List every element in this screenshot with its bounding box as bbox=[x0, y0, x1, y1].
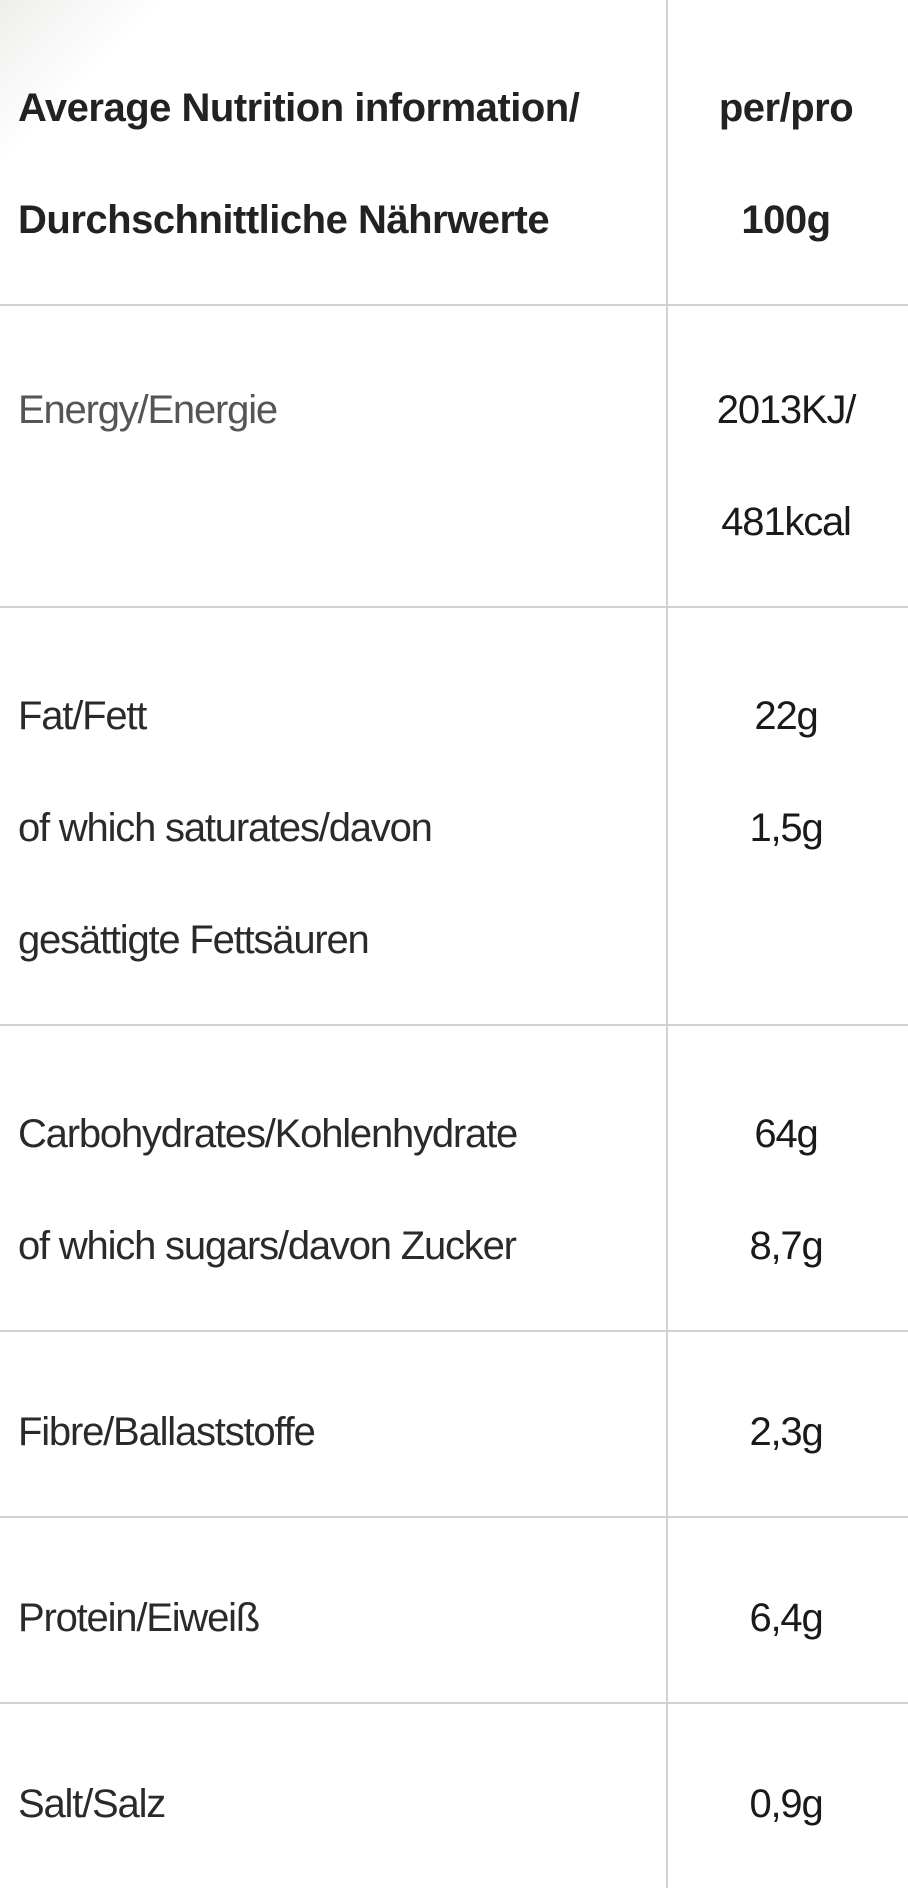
row-value-cell: 64g 8,7g bbox=[666, 1024, 908, 1332]
row-label-cell: Energy/Energie bbox=[0, 304, 668, 608]
row-value-line: 2,3g bbox=[749, 1410, 823, 1454]
row-value-cell: 22g 1,5g bbox=[666, 606, 908, 1026]
table-row-carbohydrates: Carbohydrates/Kohlenhydrate of which sug… bbox=[0, 1024, 908, 1332]
row-value-line: 0,9g bbox=[749, 1782, 823, 1826]
row-label-cell: Fibre/Ballaststoffe bbox=[0, 1330, 668, 1518]
row-label-line: Fibre/Ballaststoffe bbox=[18, 1410, 316, 1454]
row-label-line: Salt/Salz bbox=[18, 1782, 166, 1826]
row-value-line: 8,7g bbox=[749, 1224, 823, 1268]
row-value-line: 6,4g bbox=[749, 1596, 823, 1640]
row-value-line: 2013KJ/ bbox=[716, 388, 857, 432]
row-label-line: Energy/Energie bbox=[18, 388, 278, 432]
header-value-line: per/pro bbox=[718, 86, 854, 130]
table-header-row: Average Nutrition information/ Durchschn… bbox=[0, 0, 908, 306]
row-label-cell: Protein/Eiweiß bbox=[0, 1516, 668, 1704]
row-value-cell: 2013KJ/ 481kcal bbox=[666, 304, 908, 608]
header-label-line: Durchschnittliche Nährwerte bbox=[18, 198, 550, 242]
table-row-fat: Fat/Fett of which saturates/davon gesätt… bbox=[0, 606, 908, 1026]
table-row-salt: Salt/Salz 0,9g bbox=[0, 1702, 908, 1888]
row-value-cell: 0,9g bbox=[666, 1702, 908, 1888]
row-label-cell: Carbohydrates/Kohlenhydrate of which sug… bbox=[0, 1024, 668, 1332]
row-label-line: Protein/Eiweiß bbox=[18, 1596, 260, 1640]
header-value-line: 100g bbox=[741, 198, 831, 242]
row-value-line: 64g bbox=[754, 1112, 818, 1156]
row-label-line: Fat/Fett bbox=[18, 694, 147, 738]
header-label-cell: Average Nutrition information/ Durchschn… bbox=[0, 0, 668, 306]
row-value-line: 1,5g bbox=[749, 806, 823, 850]
header-value-cell: per/pro 100g bbox=[666, 0, 908, 306]
header-label-line: Average Nutrition information/ bbox=[18, 86, 580, 130]
row-value-line: 481kcal bbox=[721, 500, 852, 544]
row-label-line: Carbohydrates/Kohlenhydrate bbox=[18, 1112, 518, 1156]
table-row-energy: Energy/Energie 2013KJ/ 481kcal bbox=[0, 304, 908, 608]
row-label-cell: Salt/Salz bbox=[0, 1702, 668, 1888]
row-value-cell: 6,4g bbox=[666, 1516, 908, 1704]
row-label-line: of which saturates/davon bbox=[18, 806, 433, 850]
row-value-line: 22g bbox=[754, 694, 818, 738]
row-label-line: of which sugars/davon Zucker bbox=[18, 1224, 517, 1268]
row-label-cell: Fat/Fett of which saturates/davon gesätt… bbox=[0, 606, 668, 1026]
table-row-protein: Protein/Eiweiß 6,4g bbox=[0, 1516, 908, 1704]
row-label-line: gesättigte Fettsäuren bbox=[18, 918, 370, 962]
table-row-fibre: Fibre/Ballaststoffe 2,3g bbox=[0, 1330, 908, 1518]
row-value-cell: 2,3g bbox=[666, 1330, 908, 1518]
